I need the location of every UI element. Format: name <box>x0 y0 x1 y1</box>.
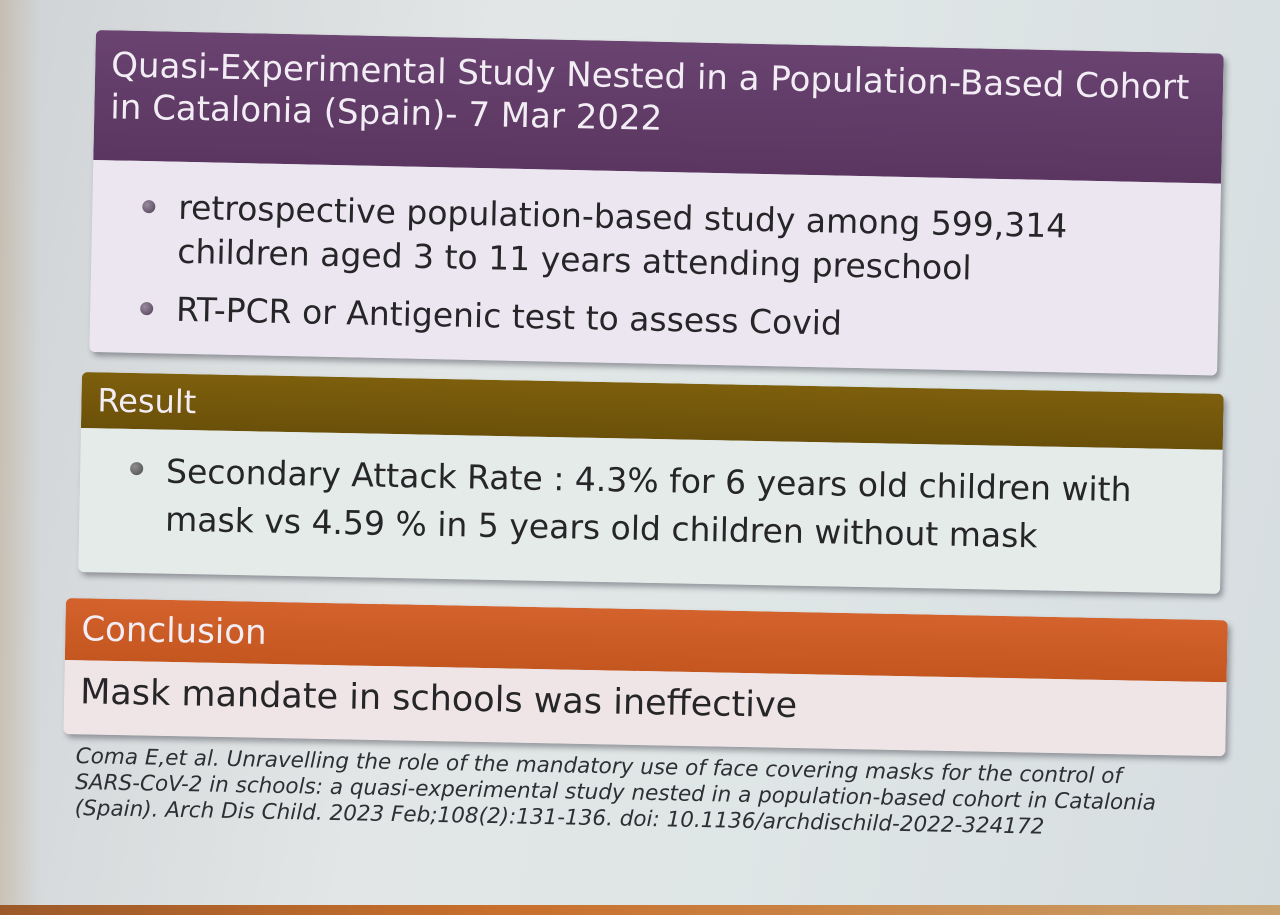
bullet-icon <box>130 461 144 476</box>
result-block: Result Secondary Attack Rate : 4.3% for … <box>78 372 1224 594</box>
list-item: retrospective population-based study amo… <box>141 185 1181 295</box>
study-block-title: Quasi-Experimental Study Nested in a Pop… <box>93 30 1224 184</box>
study-bullet-text: retrospective population-based study amo… <box>176 187 1068 288</box>
slide-footer-bar <box>0 905 1280 915</box>
list-item: RT-PCR or Antigenic test to assess Covid <box>140 287 1179 353</box>
list-item: Secondary Attack Rate : 4.3% for 6 years… <box>129 447 1183 563</box>
result-bullet-list: Secondary Attack Rate : 4.3% for 6 years… <box>129 447 1183 563</box>
citation-reference: Coma E,et al. Unravelling the role of th… <box>74 744 1157 840</box>
study-bullet-text: RT-PCR or Antigenic test to assess Covid <box>175 289 843 343</box>
slide-edge-shadow <box>0 0 40 915</box>
result-bullet-text: Secondary Attack Rate : 4.3% for 6 years… <box>164 451 1132 556</box>
result-block-body: Secondary Attack Rate : 4.3% for 6 years… <box>78 427 1223 594</box>
study-block-body: retrospective population-based study amo… <box>89 159 1222 376</box>
conclusion-block: Conclusion Mask mandate in schools was i… <box>63 598 1228 757</box>
bullet-icon <box>142 200 156 214</box>
bullet-icon <box>140 301 154 316</box>
study-block: Quasi-Experimental Study Nested in a Pop… <box>89 30 1224 376</box>
study-bullet-list: retrospective population-based study amo… <box>140 185 1181 353</box>
